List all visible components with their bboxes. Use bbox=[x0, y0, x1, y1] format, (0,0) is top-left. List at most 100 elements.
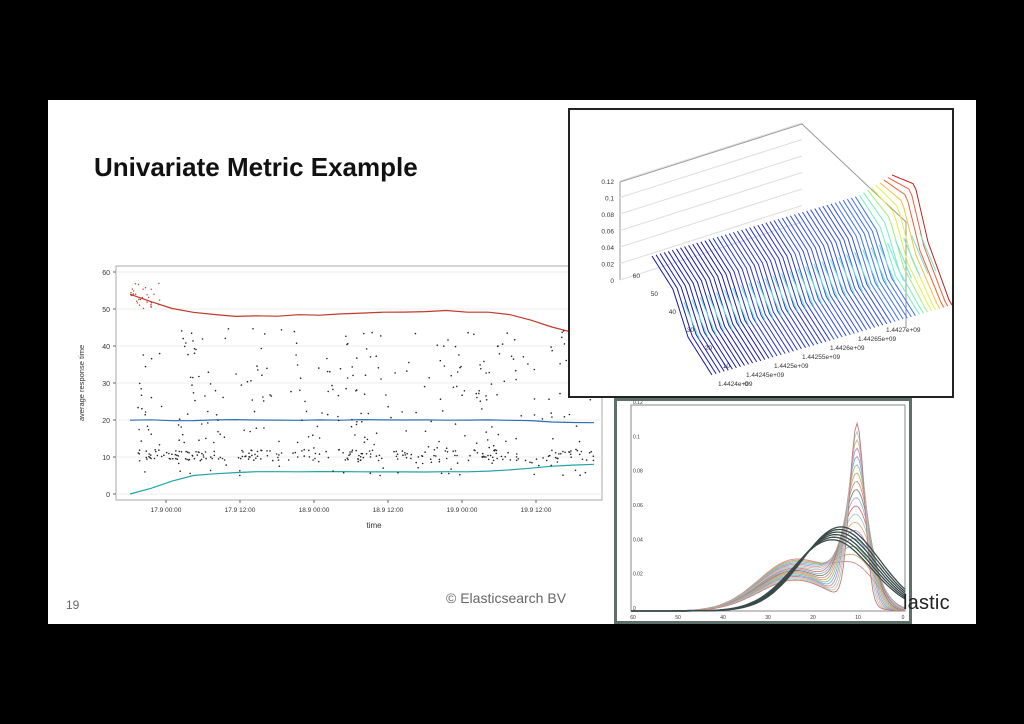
series-line-model-mean bbox=[129, 418, 595, 424]
observation-point bbox=[527, 363, 529, 365]
observation-point bbox=[304, 400, 306, 403]
surface-slope-line bbox=[862, 249, 880, 288]
y-tick-label: 0.04 bbox=[633, 537, 643, 543]
observation-point bbox=[565, 359, 567, 362]
observation-point bbox=[439, 398, 442, 400]
observation-point bbox=[296, 441, 299, 444]
surface-ridge-line bbox=[651, 255, 713, 376]
observation-point bbox=[156, 454, 159, 457]
observation-point bbox=[369, 356, 372, 358]
x-tick-label: 1.44265e+09 bbox=[858, 336, 897, 343]
observation-point bbox=[146, 425, 149, 428]
x-tick-label: 19.9 00:00 bbox=[447, 507, 478, 514]
surface-slope-line bbox=[829, 259, 847, 298]
observation-point bbox=[450, 374, 453, 377]
observation-point bbox=[201, 452, 203, 455]
observation-point bbox=[503, 380, 506, 383]
z-tick-label: 0.1 bbox=[605, 196, 614, 203]
observation-point bbox=[198, 439, 200, 441]
z-tick-label: 0 bbox=[610, 278, 614, 285]
observation-point bbox=[485, 372, 487, 374]
observation-point bbox=[192, 376, 194, 379]
observation-point bbox=[529, 461, 531, 463]
observation-point bbox=[186, 458, 188, 461]
observation-point bbox=[277, 456, 279, 459]
observation-point bbox=[253, 410, 256, 413]
y-tick-label: 0 bbox=[744, 381, 748, 388]
observation-point bbox=[348, 454, 350, 457]
observation-point bbox=[168, 452, 170, 455]
observation-point bbox=[249, 430, 251, 433]
observation-point bbox=[146, 458, 148, 460]
observation-point bbox=[490, 383, 493, 385]
surface-ridge-line bbox=[712, 237, 774, 358]
surface-slope-line bbox=[748, 282, 766, 322]
observation-point bbox=[246, 380, 249, 383]
brand-logo-text: lastic bbox=[903, 592, 950, 614]
observation-point bbox=[433, 449, 436, 451]
observation-point bbox=[461, 394, 463, 396]
observation-point bbox=[253, 459, 255, 461]
observation-point bbox=[174, 453, 177, 456]
observation-point bbox=[260, 449, 263, 452]
observation-point bbox=[269, 450, 271, 452]
observation-point bbox=[249, 456, 251, 458]
observation-point bbox=[138, 460, 141, 462]
observation-point bbox=[545, 459, 548, 462]
observation-point bbox=[456, 385, 458, 388]
observation-point bbox=[193, 347, 196, 350]
observation-point bbox=[205, 437, 207, 440]
observation-point bbox=[263, 427, 265, 429]
observation-point bbox=[347, 342, 349, 345]
observation-point bbox=[337, 394, 340, 397]
observation-point bbox=[296, 364, 299, 366]
observation-point bbox=[312, 459, 314, 461]
x-tick-label: 1.4426e+09 bbox=[830, 345, 865, 352]
observation-point bbox=[256, 450, 259, 453]
observation-point bbox=[482, 456, 484, 458]
observation-point bbox=[180, 451, 183, 453]
observation-point bbox=[308, 449, 310, 452]
y-tick-label: 60 bbox=[102, 270, 110, 277]
observation-point bbox=[380, 378, 382, 380]
observation-point bbox=[356, 421, 358, 423]
observation-point bbox=[579, 474, 581, 476]
upper-bound-point bbox=[153, 293, 155, 295]
surface-slope-line bbox=[764, 278, 782, 317]
observation-point bbox=[375, 355, 378, 357]
observation-point bbox=[520, 415, 522, 417]
observation-point bbox=[193, 352, 196, 354]
observation-point bbox=[195, 348, 197, 351]
observation-point bbox=[148, 453, 150, 455]
observation-point bbox=[377, 459, 380, 462]
observation-point bbox=[158, 352, 161, 355]
observation-point bbox=[200, 458, 203, 461]
observation-point bbox=[150, 433, 152, 435]
observation-point bbox=[428, 377, 431, 379]
observation-point bbox=[436, 344, 439, 346]
observation-point bbox=[371, 331, 373, 334]
observation-point bbox=[138, 449, 141, 451]
upper-bound-point bbox=[141, 296, 144, 299]
observation-point bbox=[144, 411, 147, 413]
z-tick-label: 0.02 bbox=[601, 262, 614, 269]
observation-point bbox=[257, 369, 259, 371]
observation-point bbox=[295, 354, 297, 356]
observation-point bbox=[396, 453, 399, 455]
z-grid-line bbox=[619, 172, 803, 231]
observation-point bbox=[481, 452, 484, 455]
observation-point bbox=[385, 394, 387, 396]
upper-bound-point bbox=[130, 294, 132, 296]
observation-point bbox=[247, 458, 250, 460]
observation-point bbox=[221, 457, 224, 460]
observation-point bbox=[308, 456, 311, 458]
observation-point bbox=[278, 440, 280, 443]
observation-point bbox=[379, 474, 381, 477]
upper-bound-point bbox=[147, 296, 150, 299]
observation-point bbox=[488, 371, 491, 374]
observation-point bbox=[148, 455, 150, 458]
page-number: 19 bbox=[66, 598, 80, 612]
observation-point bbox=[199, 459, 202, 462]
observation-point bbox=[207, 371, 210, 373]
observation-point bbox=[394, 372, 396, 374]
